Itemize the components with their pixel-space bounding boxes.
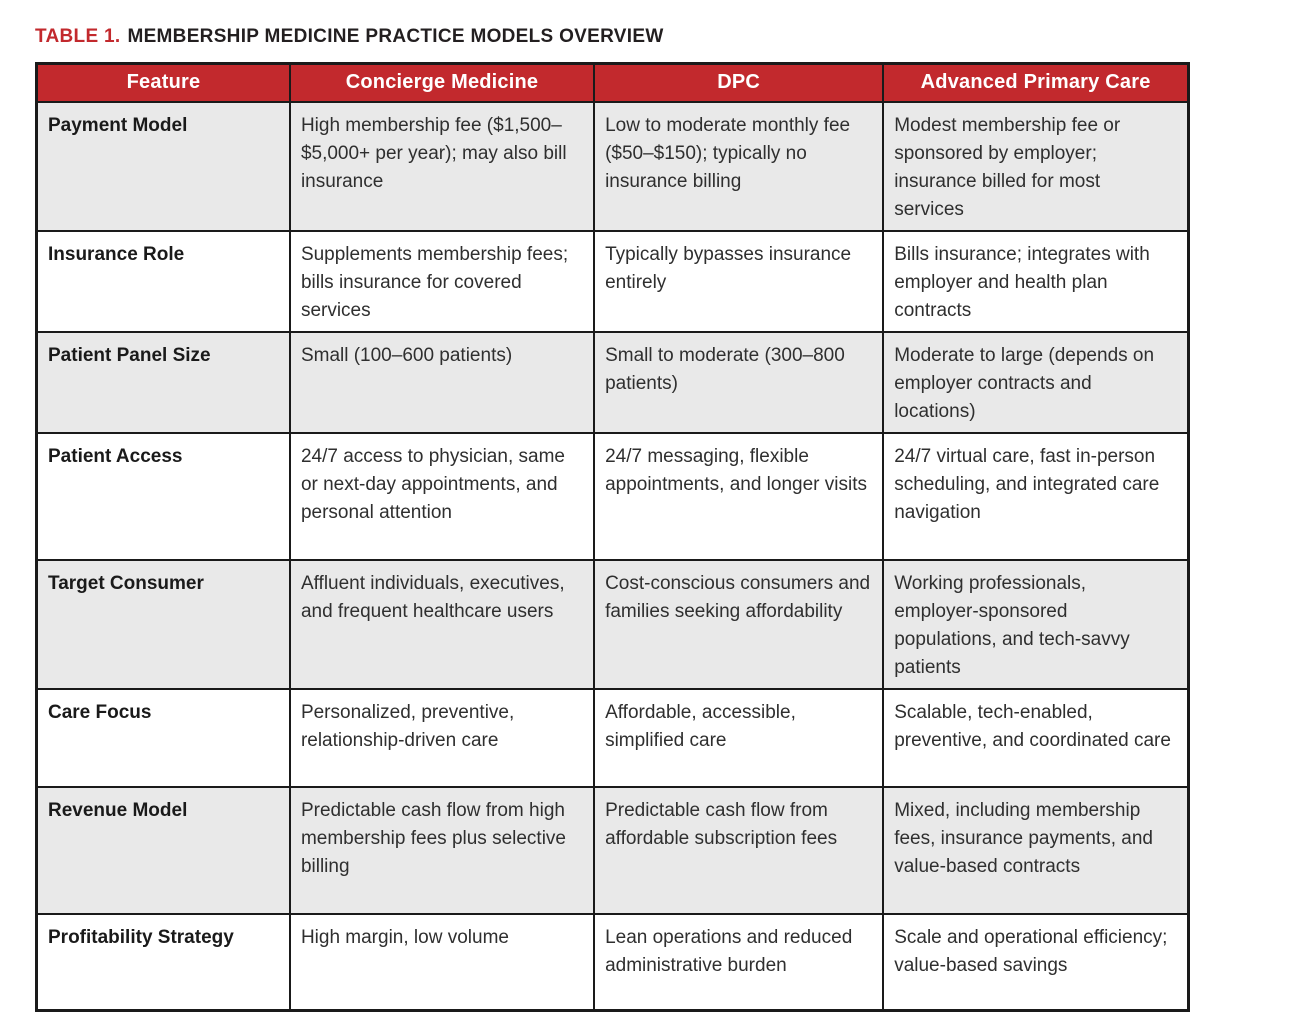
feature-label: Care Focus bbox=[35, 687, 291, 788]
feature-label: Payment Model bbox=[35, 100, 291, 232]
feature-label: Patient Panel Size bbox=[35, 330, 291, 434]
table-title: TABLE 1. MEMBERSHIP MEDICINE PRACTICE MOD… bbox=[35, 26, 1300, 48]
table-row-payment-model: Payment Model High membership fee ($1,50… bbox=[35, 100, 1190, 232]
table-row-revenue-model: Revenue Model Predictable cash flow from… bbox=[35, 785, 1190, 915]
concierge-cell: Personalized, preventive, relationship-d… bbox=[288, 687, 596, 788]
feature-label: Revenue Model bbox=[35, 785, 291, 915]
table-header: Feature Concierge Medicine DPC Advanced … bbox=[35, 62, 1190, 103]
feature-label: Patient Access bbox=[35, 431, 291, 561]
table-row-profitability-strategy: Profitability Strategy High margin, low … bbox=[35, 912, 1190, 1012]
header-row: Feature Concierge Medicine DPC Advanced … bbox=[35, 62, 1190, 103]
dpc-cell: Cost-conscious consumers and families se… bbox=[593, 558, 885, 690]
concierge-cell: High membership fee ($1,500–$5,000+ per … bbox=[288, 100, 596, 232]
dpc-cell: Lean operations and reduced administrati… bbox=[593, 912, 885, 1012]
feature-label: Insurance Role bbox=[35, 229, 291, 333]
table-row-target-consumer: Target Consumer Affluent individuals, ex… bbox=[35, 558, 1190, 690]
table-title-prefix: TABLE 1. bbox=[35, 26, 121, 47]
apc-cell: 24/7 virtual care, fast in-person schedu… bbox=[882, 431, 1190, 561]
apc-cell: Moderate to large (depends on employer c… bbox=[882, 330, 1190, 434]
dpc-cell: Predictable cash flow from affordable su… bbox=[593, 785, 885, 915]
table-body: Payment Model High membership fee ($1,50… bbox=[35, 100, 1190, 1012]
dpc-cell: 24/7 messaging, flexible appointments, a… bbox=[593, 431, 885, 561]
apc-cell: Scalable, tech-enabled, preventive, and … bbox=[882, 687, 1190, 788]
header-advanced-primary-care: Advanced Primary Care bbox=[882, 62, 1190, 103]
header-dpc: DPC bbox=[593, 62, 885, 103]
concierge-cell: Small (100–600 patients) bbox=[288, 330, 596, 434]
dpc-cell: Small to moderate (300–800 patients) bbox=[593, 330, 885, 434]
dpc-cell: Low to moderate monthly fee ($50–$150); … bbox=[593, 100, 885, 232]
concierge-cell: Supplements membership fees; bills insur… bbox=[288, 229, 596, 333]
table-row-care-focus: Care Focus Personalized, preventive, rel… bbox=[35, 687, 1190, 788]
apc-cell: Bills insurance; integrates with employe… bbox=[882, 229, 1190, 333]
feature-label: Target Consumer bbox=[35, 558, 291, 690]
table-row-patient-access: Patient Access 24/7 access to physician,… bbox=[35, 431, 1190, 561]
dpc-cell: Affordable, accessible, simplified care bbox=[593, 687, 885, 788]
apc-cell: Working professionals, employer-sponsore… bbox=[882, 558, 1190, 690]
table-row-patient-panel-size: Patient Panel Size Small (100–600 patien… bbox=[35, 330, 1190, 434]
header-feature: Feature bbox=[35, 62, 291, 103]
apc-cell: Mixed, including membership fees, insura… bbox=[882, 785, 1190, 915]
table-row-insurance-role: Insurance Role Supplements membership fe… bbox=[35, 229, 1190, 333]
concierge-cell: High margin, low volume bbox=[288, 912, 596, 1012]
table-title-text: MEMBERSHIP MEDICINE PRACTICE MODELS OVER… bbox=[127, 26, 664, 47]
practice-models-table: Feature Concierge Medicine DPC Advanced … bbox=[35, 62, 1190, 1012]
concierge-cell: Affluent individuals, executives, and fr… bbox=[288, 558, 596, 690]
header-concierge-medicine: Concierge Medicine bbox=[288, 62, 596, 103]
concierge-cell: Predictable cash flow from high membersh… bbox=[288, 785, 596, 915]
dpc-cell: Typically bypasses insurance entirely bbox=[593, 229, 885, 333]
concierge-cell: 24/7 access to physician, same or next-d… bbox=[288, 431, 596, 561]
apc-cell: Scale and operational efficiency; value-… bbox=[882, 912, 1190, 1012]
feature-label: Profitability Strategy bbox=[35, 912, 291, 1012]
apc-cell: Modest membership fee or sponsored by em… bbox=[882, 100, 1190, 232]
